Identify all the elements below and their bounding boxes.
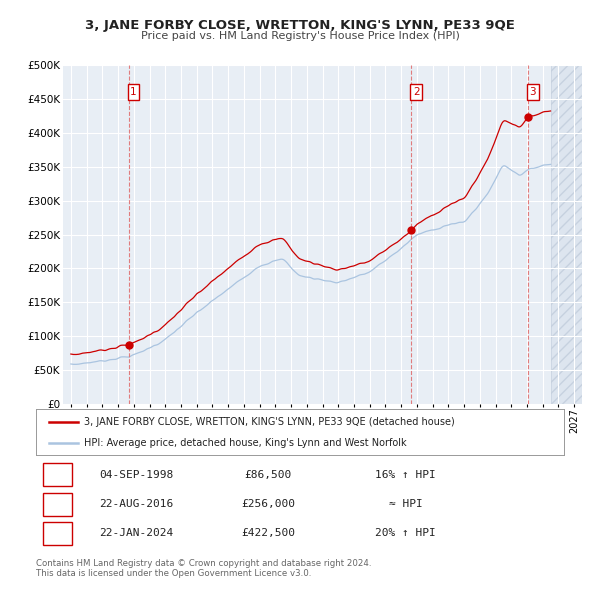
Text: 3: 3 <box>53 529 61 539</box>
Text: 22-JAN-2024: 22-JAN-2024 <box>99 529 173 539</box>
Text: 3, JANE FORBY CLOSE, WRETTON, KING'S LYNN, PE33 9QE: 3, JANE FORBY CLOSE, WRETTON, KING'S LYN… <box>85 19 515 32</box>
FancyBboxPatch shape <box>43 493 71 516</box>
FancyBboxPatch shape <box>43 464 71 486</box>
Text: This data is licensed under the Open Government Licence v3.0.: This data is licensed under the Open Gov… <box>36 569 311 578</box>
Text: 20% ↑ HPI: 20% ↑ HPI <box>375 529 436 539</box>
Text: £422,500: £422,500 <box>241 529 295 539</box>
Text: Price paid vs. HM Land Registry's House Price Index (HPI): Price paid vs. HM Land Registry's House … <box>140 31 460 41</box>
Text: 3, JANE FORBY CLOSE, WRETTON, KING'S LYNN, PE33 9QE (detached house): 3, JANE FORBY CLOSE, WRETTON, KING'S LYN… <box>83 417 454 427</box>
Text: 3: 3 <box>529 87 536 97</box>
Text: 2: 2 <box>413 87 419 97</box>
Text: 1: 1 <box>53 470 61 480</box>
Text: Contains HM Land Registry data © Crown copyright and database right 2024.: Contains HM Land Registry data © Crown c… <box>36 559 371 568</box>
Text: 2: 2 <box>53 499 61 509</box>
Text: 22-AUG-2016: 22-AUG-2016 <box>99 499 173 509</box>
Text: 1: 1 <box>130 87 137 97</box>
Text: 04-SEP-1998: 04-SEP-1998 <box>99 470 173 480</box>
Text: ≈ HPI: ≈ HPI <box>389 499 422 509</box>
Bar <box>551 65 582 404</box>
FancyBboxPatch shape <box>43 522 71 545</box>
Text: HPI: Average price, detached house, King's Lynn and West Norfolk: HPI: Average price, detached house, King… <box>83 438 406 448</box>
Bar <box>551 65 582 404</box>
Text: 16% ↑ HPI: 16% ↑ HPI <box>375 470 436 480</box>
Text: £86,500: £86,500 <box>245 470 292 480</box>
Text: £256,000: £256,000 <box>241 499 295 509</box>
